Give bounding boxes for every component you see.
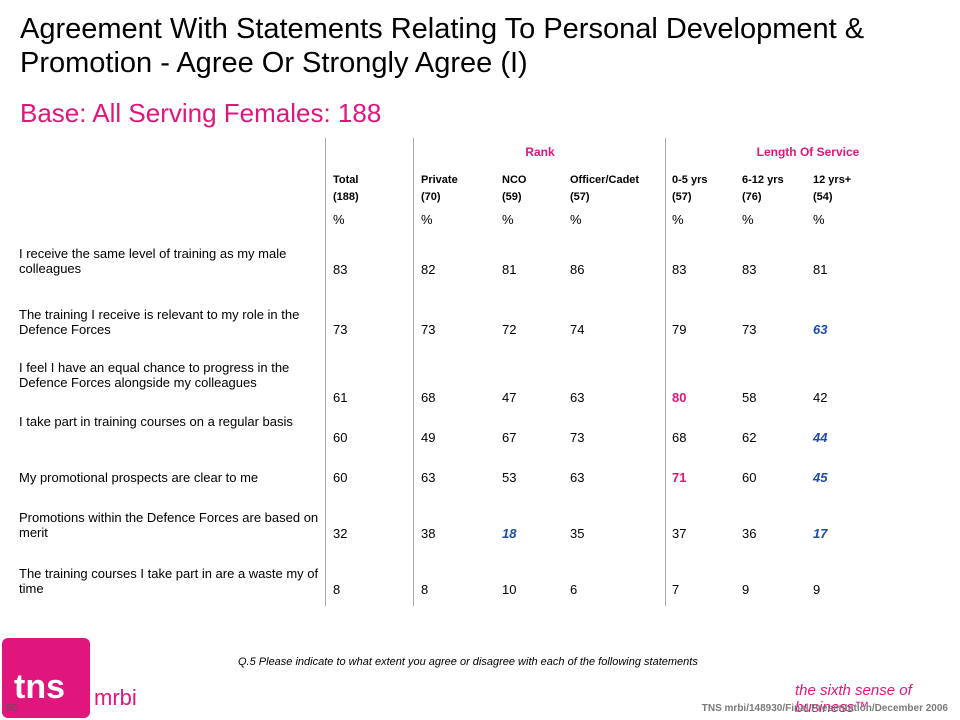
cell-row7-officer-cadet: 6 bbox=[570, 582, 578, 597]
cell-row4-nco: 67 bbox=[502, 430, 517, 445]
cell-row7-nco: 10 bbox=[502, 582, 517, 597]
cell-row5-0-5-yrs: 71 bbox=[672, 470, 687, 485]
cell-row6-nco: 18 bbox=[502, 526, 517, 541]
cell-row1-0-5-yrs: 83 bbox=[672, 262, 687, 277]
page-number: 80 bbox=[6, 703, 18, 714]
cell-row2-officer-cadet: 74 bbox=[570, 322, 585, 337]
column-header-nco: NCO (59) bbox=[502, 174, 527, 203]
statement-1: I receive the same level of training as … bbox=[19, 246, 287, 276]
cell-row2-private: 73 bbox=[421, 322, 436, 337]
cell-row2-nco: 72 bbox=[502, 322, 517, 337]
statement-4: I take part in training courses on a reg… bbox=[19, 414, 293, 429]
column-header-12-yrs-plus: 12 yrs+ (54) bbox=[813, 174, 852, 203]
cell-row2-0-5-yrs: 79 bbox=[672, 322, 687, 337]
logo-text: tns bbox=[14, 668, 65, 706]
unit-12-yrs-plus: % bbox=[813, 212, 825, 227]
statement-7: The training courses I take part in are … bbox=[19, 566, 319, 596]
cell-row1-private: 82 bbox=[421, 262, 436, 277]
slide-subtitle: Base: All Serving Females: 188 bbox=[20, 98, 382, 128]
slide-title: Agreement With Statements Relating To Pe… bbox=[20, 13, 865, 79]
cell-row3-12-yrs-plus: 42 bbox=[813, 390, 828, 405]
cell-row5-private: 63 bbox=[421, 470, 436, 485]
cell-row2-12-yrs-plus: 63 bbox=[813, 322, 828, 337]
divider-rank bbox=[413, 138, 414, 606]
cell-row7-total: 8 bbox=[333, 582, 341, 597]
column-header-0-5-yrs: 0-5 yrs (57) bbox=[672, 174, 708, 203]
cell-row1-6-12-yrs: 83 bbox=[742, 262, 757, 277]
unit-0-5-yrs: % bbox=[672, 212, 684, 227]
unit-private: % bbox=[421, 212, 433, 227]
cell-row3-private: 68 bbox=[421, 390, 436, 405]
cell-row4-officer-cadet: 73 bbox=[570, 430, 585, 445]
group-header-rank: Rank bbox=[525, 145, 555, 159]
cell-row2-total: 73 bbox=[333, 322, 348, 337]
statement-3: I feel I have an equal chance to progres… bbox=[19, 360, 290, 390]
cell-row1-12-yrs-plus: 81 bbox=[813, 262, 828, 277]
cell-row4-12-yrs-plus: 44 bbox=[813, 430, 828, 445]
cell-row4-6-12-yrs: 62 bbox=[742, 430, 757, 445]
cell-row6-officer-cadet: 35 bbox=[570, 526, 585, 541]
cell-row6-6-12-yrs: 36 bbox=[742, 526, 757, 541]
column-header-officer-cadet: Officer/Cadet (57) bbox=[570, 174, 640, 203]
statement-5: My promotional prospects are clear to me bbox=[19, 470, 259, 485]
cell-row5-officer-cadet: 63 bbox=[570, 470, 585, 485]
cell-row7-12-yrs-plus: 9 bbox=[813, 582, 821, 597]
unit-6-12-yrs: % bbox=[742, 212, 754, 227]
statement-2: The training I receive is relevant to my… bbox=[19, 307, 300, 337]
cell-row6-12-yrs-plus: 17 bbox=[813, 526, 828, 541]
cell-row5-nco: 53 bbox=[502, 470, 517, 485]
logo-sub-text: mrbi bbox=[94, 685, 137, 710]
statement-6: Promotions within the Defence Forces are… bbox=[19, 510, 319, 540]
group-header-length-of-service: Length Of Service bbox=[756, 145, 860, 159]
cell-row5-6-12-yrs: 60 bbox=[742, 470, 757, 485]
question-text: Q.5 Please indicate to what extent you a… bbox=[238, 656, 698, 668]
cell-row3-0-5-yrs: 80 bbox=[672, 390, 687, 405]
cell-row4-total: 60 bbox=[333, 430, 348, 445]
cell-row4-private: 49 bbox=[421, 430, 436, 445]
cell-row7-6-12-yrs: 9 bbox=[742, 582, 750, 597]
cell-row3-officer-cadet: 63 bbox=[570, 390, 585, 405]
cell-row5-12-yrs-plus: 45 bbox=[813, 470, 828, 485]
cell-row7-private: 8 bbox=[421, 582, 429, 597]
divider-length-of-service bbox=[665, 138, 666, 606]
divider-total bbox=[325, 138, 326, 606]
tagline: the sixth sense of business™ bbox=[795, 682, 912, 716]
cell-row4-0-5-yrs: 68 bbox=[672, 430, 687, 445]
cell-row3-total: 61 bbox=[333, 390, 348, 405]
cell-row1-total: 83 bbox=[333, 262, 348, 277]
unit-officer-cadet: % bbox=[570, 212, 582, 227]
unit-total: % bbox=[333, 212, 345, 227]
cell-row6-total: 32 bbox=[333, 526, 348, 541]
column-header-total: Total (188) bbox=[333, 174, 359, 203]
cell-row5-total: 60 bbox=[333, 470, 348, 485]
cell-row3-6-12-yrs: 58 bbox=[742, 390, 757, 405]
column-header-6-12-yrs: 6-12 yrs (76) bbox=[742, 174, 784, 203]
cell-row3-nco: 47 bbox=[502, 390, 517, 405]
tns-logo-icon: tns bbox=[2, 638, 90, 718]
cell-row1-nco: 81 bbox=[502, 262, 517, 277]
column-header-private: Private (70) bbox=[421, 174, 458, 203]
cell-row6-0-5-yrs: 37 bbox=[672, 526, 687, 541]
cell-row2-6-12-yrs: 73 bbox=[742, 322, 757, 337]
footer-reference: TNS mrbi/148930/Final Presentation/Decem… bbox=[701, 703, 948, 714]
unit-nco: % bbox=[502, 212, 514, 227]
cell-row1-officer-cadet: 86 bbox=[570, 262, 585, 277]
cell-row6-private: 38 bbox=[421, 526, 436, 541]
cell-row7-0-5-yrs: 7 bbox=[672, 582, 680, 597]
